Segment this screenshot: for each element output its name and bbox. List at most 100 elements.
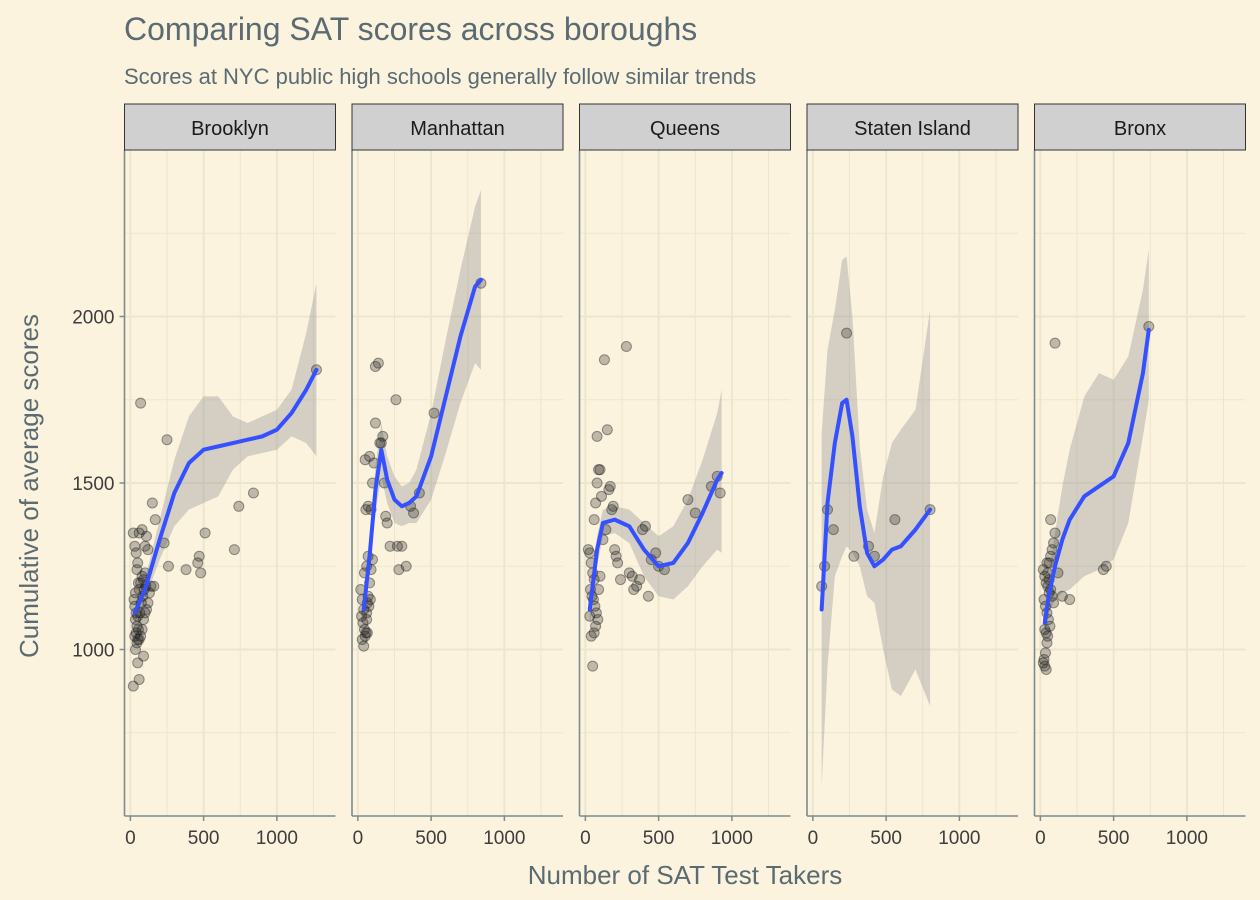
x-tick-label: 500 [643,828,675,849]
panel-brooklyn: Brooklyn 0 500 1000 [123,103,336,849]
data-point [428,407,440,419]
data-point [139,540,151,552]
smooth-line [819,397,933,612]
data-point [133,634,145,646]
data-point [192,557,204,569]
x-tick-label: 1000 [256,828,298,849]
x-tick-label: 0 [580,828,591,849]
data-point [607,500,619,512]
data-point [1039,660,1051,672]
data-point [1046,544,1058,556]
y-axis-label: Cumulative of average scores [14,314,44,658]
confidence-ribbon [821,256,931,787]
data-point [610,550,622,562]
smooth-line [132,367,319,615]
data-point [623,567,635,579]
data-point [1048,537,1060,549]
data-point [247,487,259,499]
data-point [130,547,142,559]
data-point [195,567,207,579]
data-point [606,504,618,516]
data-point [620,340,632,352]
data-point [133,527,145,539]
data-point [1097,564,1109,576]
data-point [162,560,174,572]
data-point [1038,653,1050,665]
data-point [361,627,373,639]
data-point [193,550,205,562]
data-point [136,524,148,536]
panel-staten-island: Staten Island 0 500 1000 [806,103,1019,849]
data-point [1045,514,1057,526]
data-point [590,497,602,509]
data-point [374,437,386,449]
data-point [132,634,144,646]
data-point [591,477,603,489]
data-point [358,624,370,636]
data-point [598,354,610,366]
data-point [587,660,599,672]
x-tick-label: 500 [1098,828,1130,849]
data-point [391,540,403,552]
data-point [628,584,640,596]
data-point [631,580,643,592]
data-point [408,507,420,519]
y-tick-label: 2000 [72,308,114,329]
data-point [585,630,597,642]
data-point [626,570,638,582]
data-point [356,634,368,646]
data-point [142,597,154,609]
data-point [161,434,173,446]
data-point [601,424,613,436]
data-point [129,630,141,642]
data-point [584,610,596,622]
data-point [642,590,654,602]
chart-subtitle: Scores at NYC public high schools genera… [124,64,756,89]
data-point [393,564,405,576]
data-point [140,530,152,542]
data-point [360,504,372,516]
data-point [359,630,371,642]
data-point [132,624,144,636]
data-point [132,557,144,569]
data-point [615,574,627,586]
data-point [396,540,408,552]
data-point [135,397,147,409]
data-point [377,430,389,442]
facet-strip-label: Brooklyn [191,118,269,140]
facet-strip [351,103,564,151]
data-point [612,557,624,569]
data-point [591,430,603,442]
data-point [1039,647,1051,659]
data-point [131,637,143,649]
data-point [149,514,161,526]
data-point [1041,557,1053,569]
facet-strip [1034,103,1246,151]
data-point [356,610,368,622]
data-point [714,487,726,499]
data-point [390,394,402,406]
data-point [1049,527,1061,539]
data-point [595,490,607,502]
data-point [593,584,605,596]
y-tick-label: 1500 [72,474,114,495]
data-point [1041,637,1053,649]
data-point [380,510,392,522]
data-point [140,604,152,616]
panel-queens: Queens 0 500 1000 [578,103,791,849]
data-point [357,617,369,629]
data-point [582,544,594,556]
confidence-ribbon [589,389,722,627]
data-point [590,620,602,632]
smooth-line [1042,327,1151,625]
data-point [233,500,245,512]
data-point [359,454,371,466]
facet-strip [579,103,791,151]
data-point [1049,337,1061,349]
data-point [133,673,145,685]
data-point [604,480,616,492]
data-point [360,627,372,639]
data-point [1056,590,1068,602]
